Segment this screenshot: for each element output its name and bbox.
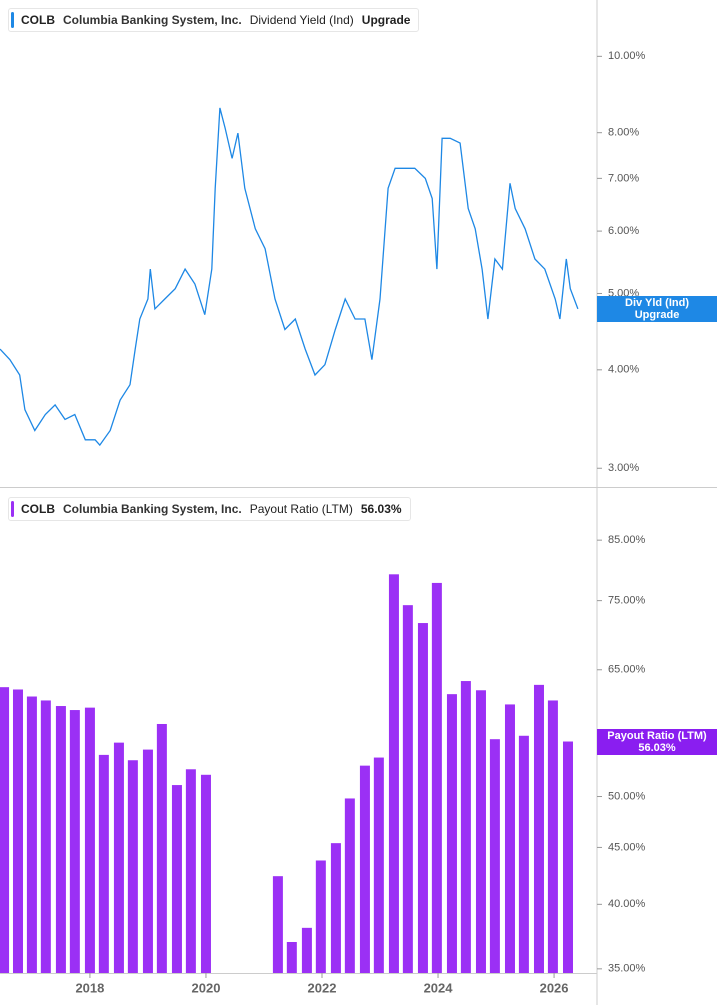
tag-line: Upgrade xyxy=(634,308,680,321)
bar xyxy=(69,710,80,973)
y-tick-label: 65.00% xyxy=(608,664,646,676)
ticker: COLB xyxy=(21,502,55,516)
bar xyxy=(200,774,211,973)
bar xyxy=(475,690,486,973)
bar xyxy=(330,843,341,973)
current-value: 56.03% xyxy=(360,502,402,516)
bar xyxy=(40,700,51,973)
tag-line: Payout Ratio (LTM) xyxy=(607,729,707,742)
y-tick-label: 75.00% xyxy=(608,595,646,607)
bar xyxy=(272,876,283,973)
y-tick-label: 6.00% xyxy=(608,225,639,237)
y-tick-label: 40.00% xyxy=(608,898,646,910)
bar xyxy=(402,605,413,973)
metric: Dividend Yield (Ind) xyxy=(249,13,354,27)
bar xyxy=(388,574,399,973)
legend-swatch xyxy=(11,12,14,28)
ticker: COLB xyxy=(21,13,55,27)
legend-header: COLB Columbia Banking System, Inc. Payout … xyxy=(8,497,411,521)
y-tick-label: 3.00% xyxy=(608,462,639,474)
bar xyxy=(460,681,471,973)
y-tick-label: 8.00% xyxy=(608,127,639,139)
bar xyxy=(156,723,167,973)
y-tick-label: 4.00% xyxy=(608,364,639,376)
x-tick-label: 2024 xyxy=(424,980,454,995)
bar xyxy=(344,798,355,973)
y-tick-label: 10.00% xyxy=(608,50,646,62)
bar xyxy=(127,760,138,973)
company: Columbia Banking System, Inc. xyxy=(63,13,242,27)
bar xyxy=(533,684,544,973)
bar xyxy=(98,754,109,973)
legend-swatch xyxy=(11,501,14,517)
last-value-tag: Payout Ratio (LTM) 56.03% xyxy=(597,728,717,755)
bar xyxy=(55,706,66,973)
y-tick-label: 85.00% xyxy=(608,534,646,546)
legend-header: COLB Columbia Banking System, Inc. Dividen… xyxy=(8,8,420,32)
bar xyxy=(315,860,326,973)
bar xyxy=(417,623,428,973)
bar xyxy=(373,757,384,973)
bar xyxy=(84,707,95,973)
bar xyxy=(171,785,182,973)
yield-line xyxy=(0,107,579,447)
x-tick-label: 2026 xyxy=(540,980,569,995)
x-tick-label: 2022 xyxy=(308,980,337,995)
bar xyxy=(547,700,558,973)
bar xyxy=(431,582,442,973)
y-tick-label: 45.00% xyxy=(608,841,646,853)
status: Upgrade xyxy=(361,13,411,27)
tag-line: Div Yld (Ind) xyxy=(625,296,689,309)
bar xyxy=(26,696,37,973)
y-tick-label: 35.00% xyxy=(608,963,646,975)
metric: Payout Ratio (LTM) xyxy=(249,502,353,516)
bar xyxy=(286,941,297,973)
bar xyxy=(185,769,196,973)
bar xyxy=(518,735,529,973)
bar xyxy=(359,765,370,973)
x-tick-label: 2018 xyxy=(75,980,104,995)
bar xyxy=(142,749,153,973)
bar xyxy=(12,689,23,973)
bar xyxy=(301,927,312,973)
y-tick-label: 50.00% xyxy=(608,790,646,802)
bar xyxy=(504,704,515,973)
bar xyxy=(0,687,10,973)
bar xyxy=(113,742,124,973)
tag-value: 56.03% xyxy=(638,741,676,754)
bar xyxy=(446,694,457,973)
company: Columbia Banking System, Inc. xyxy=(63,502,242,516)
x-tick-label: 2020 xyxy=(192,980,221,995)
bar xyxy=(489,739,500,973)
bar xyxy=(562,741,573,973)
last-value-tag: Div Yld (Ind) Upgrade xyxy=(597,295,717,322)
y-tick-label: 7.00% xyxy=(608,172,639,184)
